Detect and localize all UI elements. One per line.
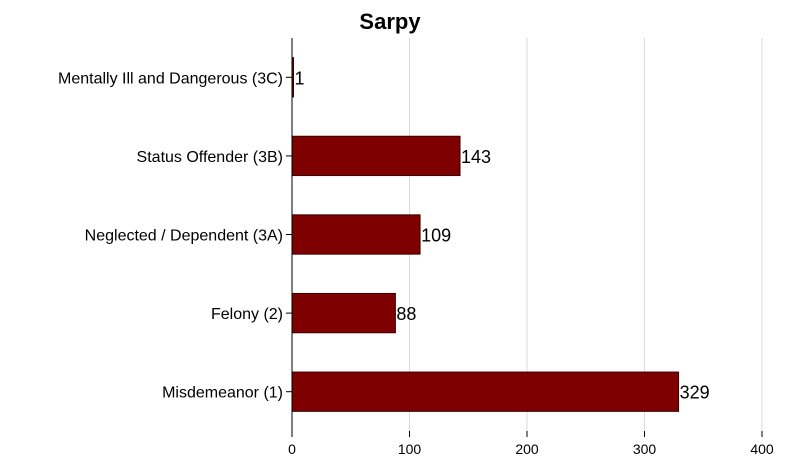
- x-tick-label-0: 0: [288, 441, 296, 457]
- category-label-0: Mentally Ill and Dangerous (3C): [58, 70, 283, 87]
- bar-4: [291, 371, 680, 412]
- x-tick-label-4: 400: [750, 441, 774, 457]
- value-label-4: 329: [680, 383, 710, 403]
- bar-3: [291, 292, 396, 334]
- category-label-2: Neglected / Dependent (3A): [85, 228, 283, 245]
- x-tick-label-2: 200: [515, 441, 539, 457]
- chart-title: Sarpy: [359, 9, 421, 34]
- bar-2: [291, 214, 421, 255]
- bars: 1 143 109 88 329: [291, 57, 710, 412]
- category-label-4: Misdemeanor (1): [162, 385, 283, 402]
- value-label-3: 88: [396, 304, 416, 324]
- bar-1: [291, 135, 461, 177]
- category-label-3: Felony (2): [211, 306, 283, 323]
- value-label-2: 109: [421, 226, 451, 246]
- value-label-0: 1: [295, 68, 305, 88]
- x-tick-label-3: 300: [633, 441, 657, 457]
- value-label-1: 143: [461, 147, 491, 167]
- category-label-1: Status Offender (3B): [137, 149, 283, 166]
- axes: Mentally Ill and Dangerous (3C) Status Of…: [58, 38, 774, 457]
- x-tick-label-1: 100: [398, 441, 422, 457]
